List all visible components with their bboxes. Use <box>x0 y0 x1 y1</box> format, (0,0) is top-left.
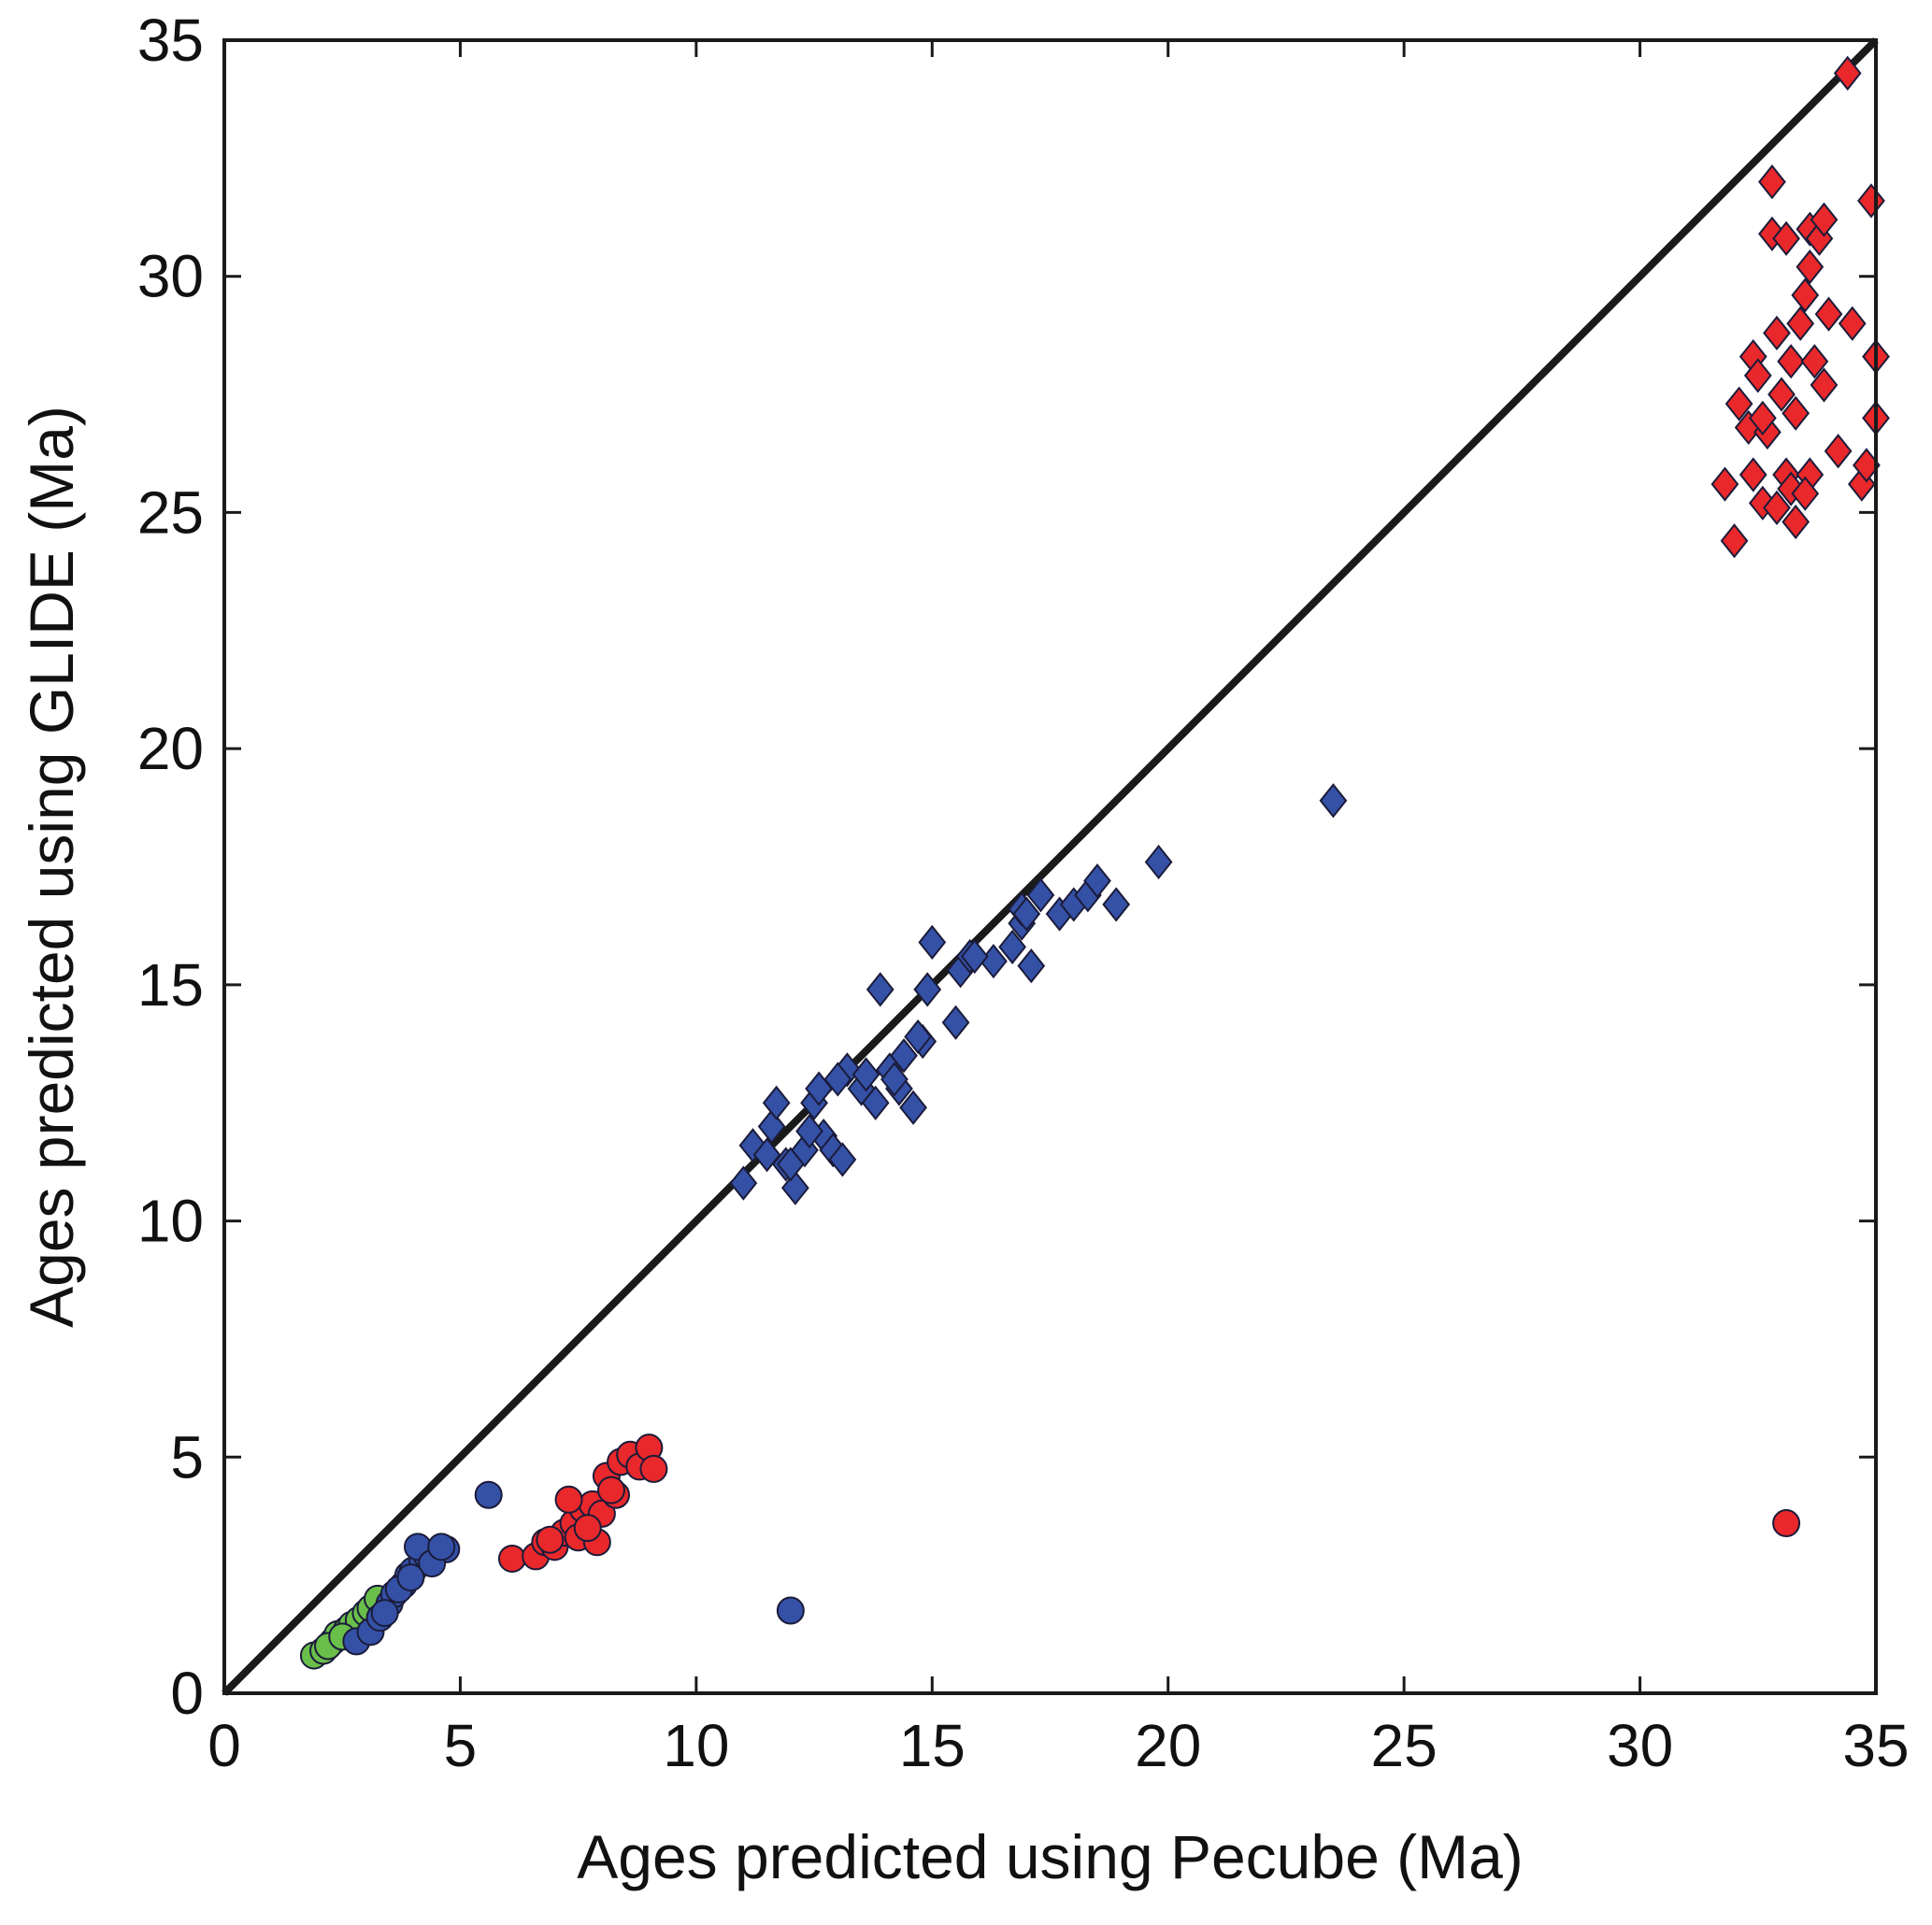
x-tick-label: 15 <box>899 1712 966 1779</box>
data-point-diamond <box>1857 183 1885 219</box>
data-point-diamond <box>1810 202 1839 237</box>
x-tick-labels: 0 5 10 15 20 25 30 35 <box>208 1712 1909 1779</box>
x-axis-title: Ages predicted using Pecube (Ma) <box>577 1822 1524 1891</box>
data-point-circle <box>474 1480 503 1509</box>
data-point-diamond <box>776 1147 805 1182</box>
y-tick-label: 20 <box>137 715 204 782</box>
data-point-diamond <box>1102 887 1131 922</box>
data-point-diamond <box>762 1085 791 1120</box>
data-point-circle <box>554 1485 583 1514</box>
y-tick-label: 35 <box>137 7 204 74</box>
data-points <box>299 55 1890 1670</box>
axis-ticks <box>222 38 1878 1695</box>
data-point-diamond <box>913 972 942 1007</box>
data-point-diamond <box>1017 948 1046 984</box>
x-tick-label: 30 <box>1607 1712 1673 1779</box>
data-point-diamond <box>1083 863 1111 899</box>
data-point-diamond <box>1824 434 1853 469</box>
data-point-diamond <box>1833 55 1862 91</box>
x-tick-label: 0 <box>208 1712 241 1779</box>
data-point-diamond <box>1791 278 1820 313</box>
data-point-diamond <box>795 1113 823 1149</box>
data-point-diamond <box>1748 400 1777 435</box>
data-point-diamond <box>1782 504 1810 540</box>
x-tick-label: 25 <box>1371 1712 1438 1779</box>
data-point-circle <box>596 1476 625 1504</box>
data-point-diamond <box>1810 367 1839 403</box>
data-point-circle <box>1772 1509 1801 1538</box>
data-point-diamond <box>1758 164 1786 200</box>
data-point-diamond <box>1782 395 1810 431</box>
data-point-diamond <box>960 938 989 975</box>
x-tick-label: 35 <box>1842 1712 1909 1779</box>
data-point-diamond <box>757 1108 786 1145</box>
y-tick-label: 30 <box>137 243 204 310</box>
data-point-diamond <box>861 1085 890 1120</box>
data-point-diamond <box>1012 896 1041 932</box>
data-point-diamond <box>1772 221 1800 256</box>
y-tick-label: 0 <box>170 1660 204 1727</box>
data-point-diamond <box>880 1062 909 1097</box>
plot-frame <box>222 38 1878 1695</box>
data-point-diamond <box>780 1170 809 1205</box>
y-tick-label: 15 <box>137 951 204 1019</box>
data-point-circle <box>396 1563 425 1592</box>
data-point-diamond <box>1814 296 1843 332</box>
data-point-diamond <box>752 1137 781 1173</box>
data-point-diamond <box>1144 844 1173 880</box>
x-tick-label: 10 <box>663 1712 729 1779</box>
data-point-diamond <box>1763 490 1791 525</box>
y-tick-label: 25 <box>137 478 204 546</box>
one-to-one-line <box>222 37 1879 1696</box>
y-axis-title: Ages predicted using GLIDE (Ma) <box>17 406 86 1328</box>
x-tick-label: 5 <box>444 1712 478 1779</box>
data-point-circle <box>497 1544 526 1573</box>
data-point-diamond <box>866 972 894 1007</box>
data-point-diamond <box>1763 315 1791 350</box>
data-point-diamond <box>899 1090 927 1125</box>
data-point-circle <box>776 1596 805 1625</box>
data-point-diamond <box>1319 783 1348 819</box>
data-point-diamond <box>1724 386 1753 421</box>
y-tick-label: 10 <box>137 1188 204 1255</box>
data-point-circle <box>536 1525 565 1554</box>
data-point-diamond <box>1786 306 1815 341</box>
data-point-diamond <box>1791 476 1820 511</box>
data-point-diamond <box>828 1142 857 1177</box>
data-point-diamond <box>1026 877 1055 913</box>
data-point-circle <box>573 1514 602 1543</box>
x-tick-label: 20 <box>1135 1712 1201 1779</box>
y-tick-label: 5 <box>170 1423 204 1490</box>
data-point-diamond <box>729 1165 758 1201</box>
data-point-diamond <box>918 924 947 960</box>
data-point-diamond <box>1743 358 1772 393</box>
data-point-diamond <box>1767 377 1796 412</box>
data-point-circle <box>639 1454 668 1483</box>
data-point-diamond <box>1838 306 1867 341</box>
data-point-diamond <box>998 929 1026 965</box>
data-point-diamond <box>1739 457 1767 492</box>
data-point-diamond <box>1800 344 1829 379</box>
data-point-diamond <box>1710 466 1739 502</box>
data-point-circle <box>370 1599 399 1628</box>
plot-area <box>222 37 1879 1696</box>
data-point-diamond <box>823 1062 852 1097</box>
data-point-diamond <box>1720 523 1749 559</box>
data-point-diamond <box>1777 344 1806 379</box>
data-point-diamond <box>852 1057 880 1092</box>
data-point-diamond <box>941 1005 970 1040</box>
data-point-diamond <box>1796 250 1825 285</box>
data-point-diamond <box>904 1019 933 1055</box>
y-tick-labels: 0 5 10 15 20 25 30 35 <box>137 7 204 1727</box>
data-point-diamond <box>890 1038 918 1074</box>
data-point-circle <box>427 1533 456 1561</box>
